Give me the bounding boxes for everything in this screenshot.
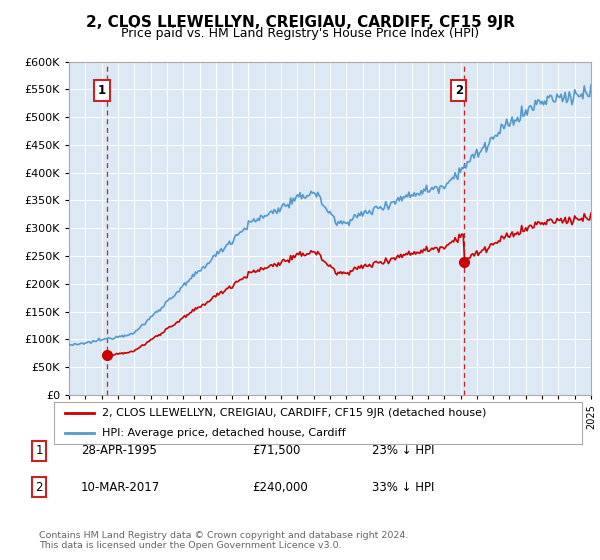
Text: 2, CLOS LLEWELLYN, CREIGIAU, CARDIFF, CF15 9JR: 2, CLOS LLEWELLYN, CREIGIAU, CARDIFF, CF… <box>86 15 515 30</box>
Text: 2, CLOS LLEWELLYN, CREIGIAU, CARDIFF, CF15 9JR (detached house): 2, CLOS LLEWELLYN, CREIGIAU, CARDIFF, CF… <box>101 408 486 418</box>
Text: 1: 1 <box>98 84 106 97</box>
Text: Contains HM Land Registry data © Crown copyright and database right 2024.
This d: Contains HM Land Registry data © Crown c… <box>39 531 409 550</box>
Text: 10-MAR-2017: 10-MAR-2017 <box>81 480 160 494</box>
Text: 1: 1 <box>35 444 43 458</box>
Text: HPI: Average price, detached house, Cardiff: HPI: Average price, detached house, Card… <box>101 428 345 438</box>
Text: £71,500: £71,500 <box>252 444 301 458</box>
Text: Price paid vs. HM Land Registry's House Price Index (HPI): Price paid vs. HM Land Registry's House … <box>121 27 479 40</box>
Text: 2: 2 <box>455 84 463 97</box>
Text: 2: 2 <box>35 480 43 494</box>
Text: 33% ↓ HPI: 33% ↓ HPI <box>372 480 434 494</box>
Text: £240,000: £240,000 <box>252 480 308 494</box>
Text: 28-APR-1995: 28-APR-1995 <box>81 444 157 458</box>
Text: 23% ↓ HPI: 23% ↓ HPI <box>372 444 434 458</box>
